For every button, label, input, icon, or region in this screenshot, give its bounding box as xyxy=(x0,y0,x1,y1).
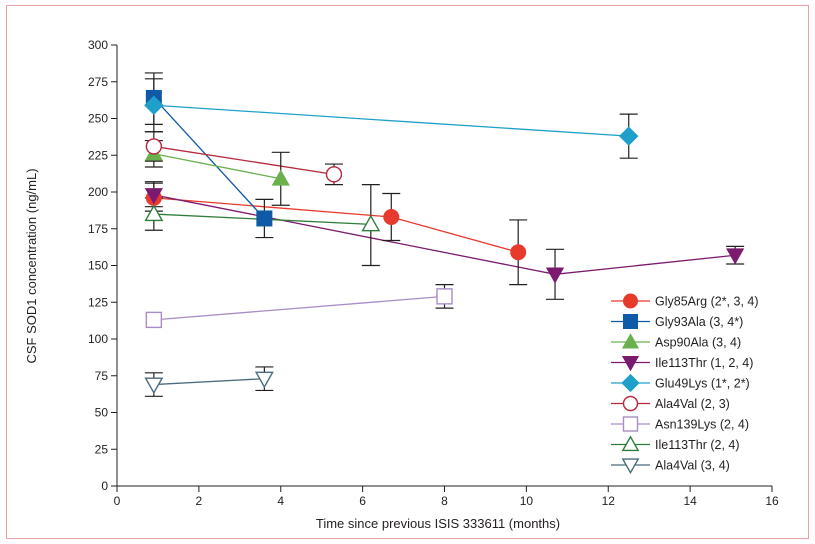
y-tick-label: 25 xyxy=(95,442,109,456)
legend-marker-9 xyxy=(623,459,638,473)
legend-label-7: Asn139Lys (2, 4) xyxy=(655,418,749,432)
x-tick-label: 14 xyxy=(683,494,697,508)
series-6-line xyxy=(154,146,334,174)
y-tick-label: 300 xyxy=(88,38,108,52)
x-tick-label: 4 xyxy=(277,494,284,508)
y-tick-label: 200 xyxy=(88,185,108,199)
x-tick-label: 16 xyxy=(765,494,779,508)
data-markers xyxy=(145,90,744,392)
x-tick-label: 12 xyxy=(602,494,616,508)
y-tick-label: 250 xyxy=(88,112,108,126)
legend-label-5: Glu49Lys (1*, 2*) xyxy=(655,377,750,391)
series-8-point xyxy=(146,206,163,221)
series-6-point xyxy=(326,167,341,182)
legend-label-2: Gly93Ala (3, 4*) xyxy=(655,315,743,329)
series-9-line xyxy=(154,379,265,385)
x-axis-label: Time since previous ISIS 333611 (months) xyxy=(316,516,560,531)
series-1-point xyxy=(511,245,526,260)
x-tick-label: 6 xyxy=(359,494,366,508)
legend-marker-3 xyxy=(623,334,638,348)
y-tick-label: 225 xyxy=(88,148,108,162)
y-tick-label: 175 xyxy=(88,222,108,236)
x-tick-label: 0 xyxy=(114,494,121,508)
series-7-point xyxy=(146,312,161,327)
legend-label-3: Asp90Ala (3, 4) xyxy=(655,336,741,350)
x-tick-label: 10 xyxy=(520,494,534,508)
legend-label-1: Gly85Arg (2*, 3, 4) xyxy=(655,295,759,309)
series-3-line xyxy=(154,154,281,179)
x-tick-label: 2 xyxy=(196,494,203,508)
x-tick-label: 8 xyxy=(441,494,448,508)
legend-marker-4 xyxy=(623,357,638,371)
legend-marker-2 xyxy=(624,315,638,329)
series-9-point xyxy=(146,378,163,393)
series-2-point xyxy=(257,211,272,226)
legend-marker-7 xyxy=(624,417,638,431)
legend-label-4: Ile113Thr (1, 2, 4) xyxy=(655,356,753,370)
y-tick-label: 100 xyxy=(88,332,108,346)
legend-label-9: Ala4Val (3, 4) xyxy=(655,459,730,473)
y-tick-label: 0 xyxy=(101,479,108,493)
legend-marker-8 xyxy=(623,437,638,451)
series-7-point xyxy=(437,289,452,304)
legend-marker-1 xyxy=(624,294,638,308)
legend: Gly85Arg (2*, 3, 4) Gly93Ala (3, 4*) Asp90… xyxy=(611,294,759,473)
series-5-line xyxy=(154,105,629,136)
legend-label-8: Ile113Thr (2, 4) xyxy=(655,438,740,452)
legend-label-6: Ala4Val (2, 3) xyxy=(655,397,730,411)
y-axis-label: CSF SOD1 concentration (ng/mL) xyxy=(24,168,39,363)
series-4-point xyxy=(547,268,564,283)
series-7-line xyxy=(154,296,445,320)
y-tick-label: 275 xyxy=(88,75,108,89)
series-2-line xyxy=(154,98,265,219)
series-6-point xyxy=(146,139,161,154)
y-tick-label: 75 xyxy=(95,369,109,383)
y-tick-label: 150 xyxy=(88,259,108,273)
series-1-point xyxy=(384,209,399,224)
legend-marker-6 xyxy=(624,397,638,411)
series-5-point xyxy=(620,127,638,145)
y-tick-label: 125 xyxy=(88,295,108,309)
series-4-line xyxy=(154,195,735,274)
legend-marker-5 xyxy=(622,375,639,392)
y-tick-label: 50 xyxy=(95,406,109,420)
series-8-point xyxy=(363,216,380,231)
